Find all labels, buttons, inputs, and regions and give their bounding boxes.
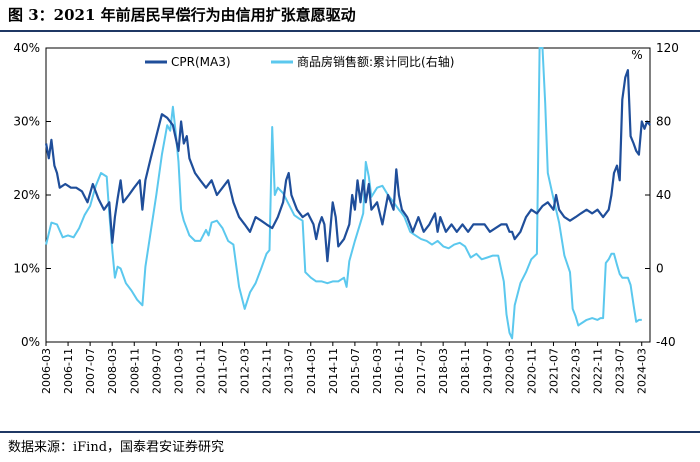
y-right-tick-label: -40 (656, 335, 676, 349)
y-right-tick-label: 0 (656, 262, 664, 276)
source-rule (0, 431, 700, 433)
x-tick-label: 2022-03 (570, 348, 583, 394)
y-left-tick-label: 20% (13, 188, 40, 202)
x-tick-label: 2007-07 (84, 348, 97, 394)
y-left-tick-label: 40% (13, 41, 40, 55)
x-tick-label: 2018-11 (459, 348, 472, 394)
y-right-tick-label: 80 (656, 115, 671, 129)
x-tick-label: 2008-03 (106, 348, 119, 394)
y-right-unit-label: % (631, 48, 642, 62)
x-tick-label: 2017-07 (415, 348, 428, 394)
legend-label: CPR(MA3) (171, 55, 231, 69)
x-tick-label: 2020-03 (503, 348, 516, 394)
x-tick-label: 2013-07 (283, 348, 296, 394)
x-tick-label: 2009-07 (150, 348, 163, 394)
x-tick-label: 2016-11 (393, 348, 406, 394)
legend: CPR(MA3) 商品房销售额:累计同比(右轴) (145, 54, 454, 69)
x-tick-label: 2023-07 (614, 348, 627, 394)
x-tick-label: 2021-07 (547, 348, 560, 394)
x-tick-label: 2016-03 (371, 348, 384, 394)
y-left-tick-label: 10% (13, 262, 40, 276)
cpr-series-line (45, 69, 651, 263)
data-source: 数据来源：iFind，国泰君安证券研究 (8, 440, 225, 455)
x-tick-label: 2012-11 (261, 348, 274, 394)
x-tick-label: 2010-03 (172, 348, 185, 394)
legend-label: 商品房销售额:累计同比(右轴) (297, 54, 454, 69)
x-tick-label: 2014-03 (305, 348, 318, 394)
sales-yoy-series-line (45, 47, 642, 340)
chart: 0% 10% 20% 30% 40% -40 0 40 80 120% 2006-03 2006-11… (13, 41, 679, 394)
x-tick-label: 2014-11 (327, 348, 340, 394)
x-tick-label: 2006-11 (62, 348, 75, 394)
x-tick-label: 2024-03 (636, 348, 649, 394)
x-tick-label: 2006-03 (40, 348, 53, 394)
y-right-tick-label: 40 (656, 188, 671, 202)
x-tick-label: 2012-03 (239, 348, 252, 394)
x-tick-label: 2019-07 (481, 348, 494, 394)
x-tick-label: 2008-11 (128, 348, 141, 394)
y-right-tick-label: 120 (656, 41, 679, 55)
x-tick-label: 2018-03 (437, 348, 450, 394)
y-left-tick-label: 0% (21, 335, 40, 349)
figure-title: 图 3：2021 年前居民早偿行为由信用扩张意愿驱动 (8, 6, 356, 24)
y-left-tick-label: 30% (13, 115, 40, 129)
x-tick-label: 2015-07 (349, 348, 362, 394)
title-rule (0, 30, 700, 32)
x-tick-label: 2011-07 (217, 348, 230, 394)
x-tick-label: 2020-11 (525, 348, 538, 394)
x-tick-label: 2022-11 (592, 348, 605, 394)
x-tick-label: 2010-11 (194, 348, 207, 394)
